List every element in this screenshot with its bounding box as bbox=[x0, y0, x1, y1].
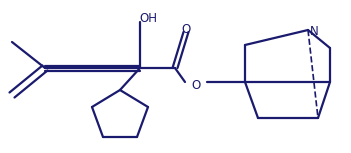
Text: O: O bbox=[181, 23, 191, 36]
Text: N: N bbox=[310, 25, 319, 38]
Text: O: O bbox=[191, 78, 201, 91]
Text: OH: OH bbox=[139, 12, 157, 25]
